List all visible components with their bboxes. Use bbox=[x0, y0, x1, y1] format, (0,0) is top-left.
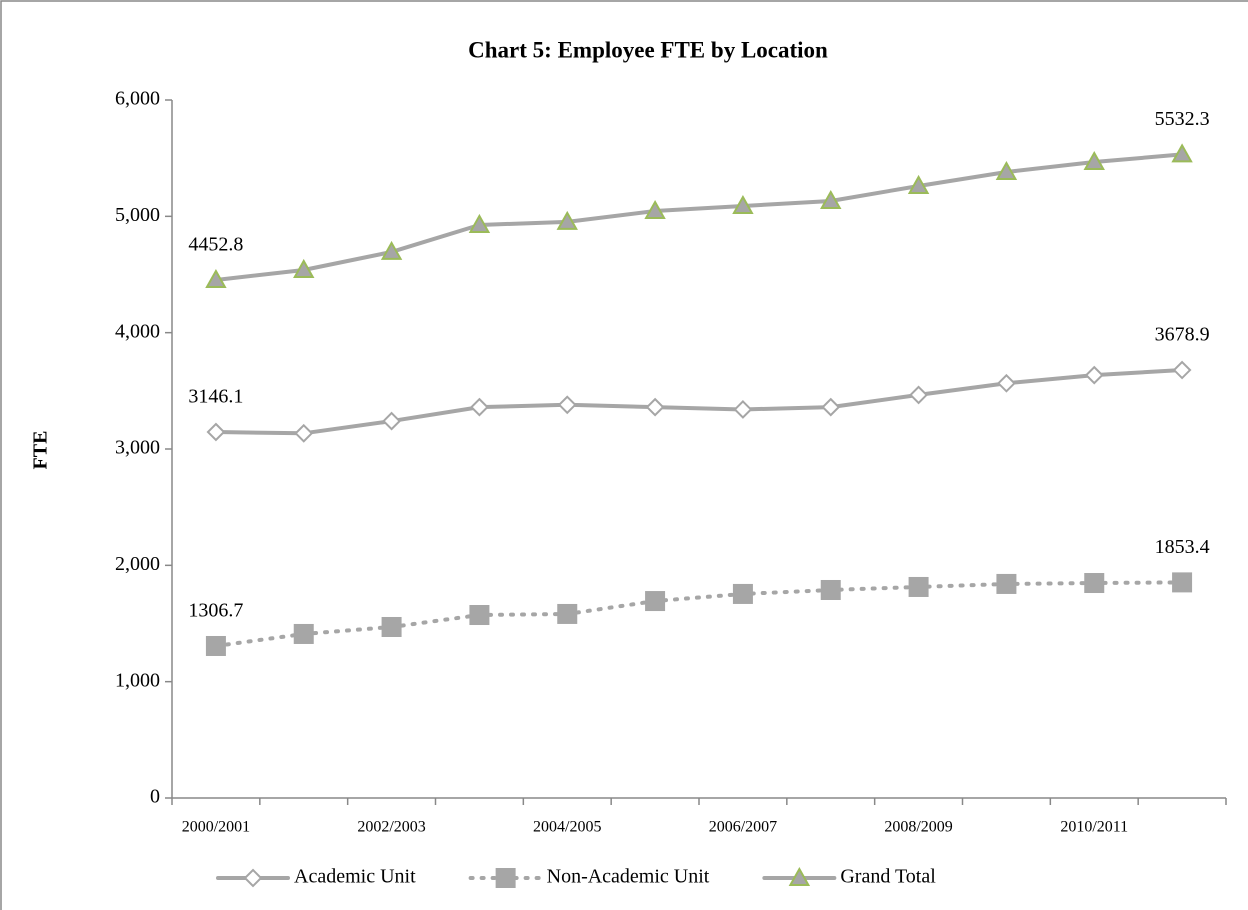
data-point bbox=[1083, 150, 1105, 171]
data-label: 5532.3 bbox=[1155, 108, 1210, 130]
data-point bbox=[557, 395, 577, 415]
data-point bbox=[733, 400, 753, 419]
data-point bbox=[820, 579, 841, 600]
data-point bbox=[382, 411, 401, 431]
legend-marker bbox=[495, 868, 516, 888]
y-tick-label: 3,000 bbox=[115, 437, 160, 459]
data-point bbox=[908, 576, 929, 597]
data-label: 1306.7 bbox=[188, 600, 243, 622]
data-point bbox=[645, 397, 665, 417]
data-label: 3146.1 bbox=[188, 386, 243, 408]
data-point bbox=[821, 397, 841, 417]
legend-marker bbox=[243, 868, 263, 888]
y-tick-label: 0 bbox=[150, 786, 160, 808]
data-point bbox=[205, 268, 227, 288]
chart-title: Chart 5: Employee FTE by Location bbox=[468, 37, 828, 62]
x-tick-label: 2004/2005 bbox=[533, 819, 601, 836]
data-point bbox=[1172, 360, 1192, 380]
data-point bbox=[820, 189, 842, 209]
x-tick-label: 2010/2011 bbox=[1060, 819, 1128, 836]
legend-label: Non-Academic Unit bbox=[547, 866, 710, 888]
x-tick-label: 2002/2003 bbox=[357, 819, 425, 836]
x-tick-label: 2006/2007 bbox=[709, 819, 777, 836]
x-tick-label: 2008/2009 bbox=[884, 819, 952, 836]
data-point bbox=[1084, 573, 1105, 594]
data-point bbox=[732, 194, 754, 214]
data-point bbox=[644, 199, 666, 219]
data-point bbox=[293, 258, 315, 278]
data-point bbox=[1084, 365, 1104, 385]
y-tick-label: 5,000 bbox=[115, 204, 160, 226]
series-line bbox=[213, 152, 1185, 282]
data-point bbox=[995, 160, 1018, 181]
data-point bbox=[556, 210, 578, 230]
data-label: 3678.9 bbox=[1155, 324, 1210, 346]
data-point bbox=[381, 616, 402, 637]
y-tick-label: 6,000 bbox=[115, 88, 160, 110]
data-point bbox=[469, 605, 490, 626]
data-point bbox=[206, 422, 226, 442]
y-tick-label: 2,000 bbox=[115, 553, 160, 575]
legend-label: Academic Unit bbox=[294, 866, 416, 888]
data-point bbox=[294, 423, 314, 443]
data-point bbox=[293, 623, 314, 644]
data-point bbox=[909, 385, 928, 405]
data-point bbox=[470, 397, 489, 417]
data-label: 1853.4 bbox=[1155, 536, 1210, 558]
data-point bbox=[468, 213, 491, 233]
series-line bbox=[213, 368, 1185, 436]
data-point bbox=[1171, 143, 1193, 163]
data-label: 4452.8 bbox=[188, 234, 243, 256]
data-point bbox=[732, 583, 753, 604]
data-point bbox=[997, 373, 1016, 393]
data-point bbox=[1172, 572, 1193, 593]
data-point bbox=[907, 174, 930, 194]
data-point bbox=[205, 635, 226, 656]
series-line bbox=[213, 580, 1185, 648]
x-tick-label: 2000/2001 bbox=[182, 819, 250, 836]
data-point bbox=[645, 591, 666, 612]
data-point bbox=[380, 240, 403, 260]
y-tick-label: 1,000 bbox=[115, 669, 160, 691]
data-point bbox=[557, 603, 578, 624]
legend-label: Grand Total bbox=[840, 866, 936, 888]
legend-marker bbox=[788, 866, 811, 886]
y-axis-label: FTE bbox=[30, 431, 52, 470]
data-point bbox=[996, 573, 1017, 594]
y-tick-label: 4,000 bbox=[115, 320, 160, 342]
